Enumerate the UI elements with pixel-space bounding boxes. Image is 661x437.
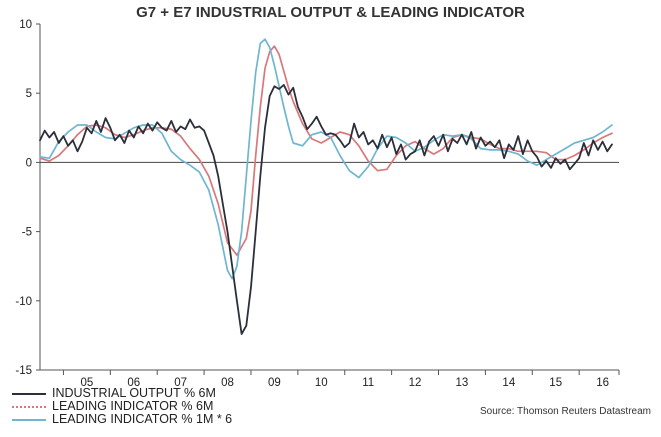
x-tick-label: 10	[315, 377, 328, 389]
source-note: Source: Thomson Reuters Datastream	[479, 406, 651, 417]
x-tick-label: 05	[80, 377, 93, 389]
legend-swatch-industrial-output	[12, 392, 46, 395]
x-tick-label: 14	[502, 377, 515, 389]
legend-swatch-leading-indicator-6m	[12, 405, 46, 408]
y-tick-label: -15	[15, 365, 32, 377]
axes: 10 5 0 -5 -10 -15 05 06 07 08 09 10 11 12 13 14 15 16	[15, 19, 620, 389]
x-tick-label: 07	[174, 377, 187, 389]
chart-title: G7 + E7 INDUSTRIAL OUTPUT & LEADING INDI…	[136, 4, 525, 21]
legend-item-leading-indicator-6m: LEADING INDICATOR % 6M	[12, 400, 232, 413]
x-tick-label: 15	[549, 377, 562, 389]
y-tick-label: 0	[26, 157, 32, 169]
legend-label-industrial-output: INDUSTRIAL OUTPUT % 6M	[52, 386, 216, 400]
x-tick-label: 11	[362, 377, 374, 389]
y-tick-label: -5	[22, 227, 32, 239]
y-tick-label: -10	[15, 296, 32, 308]
x-tick-label: 06	[127, 377, 140, 389]
legend-swatch-leading-indicator-1m	[12, 418, 46, 421]
legend-label-leading-indicator-6m: LEADING INDICATOR % 6M	[52, 399, 214, 413]
x-tick-label: 16	[596, 377, 609, 389]
series-group	[39, 38, 613, 335]
legend-item-industrial-output: INDUSTRIAL OUTPUT % 6M	[12, 387, 232, 400]
legend-label-leading-indicator-1m: LEADING INDICATOR % 1M * 6	[52, 412, 233, 426]
x-tick-label: 13	[456, 377, 469, 389]
legend: INDUSTRIAL OUTPUT % 6M LEADING INDICATOR…	[12, 387, 232, 426]
y-tick-label: 5	[26, 88, 32, 100]
series-line-industrial-output	[39, 84, 613, 335]
series-line-leading-indicator-1m	[39, 38, 613, 280]
x-tick-label: 08	[221, 377, 234, 389]
x-tick-label: 12	[409, 377, 422, 389]
series-line-leading-indicator-6m	[39, 45, 613, 256]
y-tick-label: 10	[19, 19, 32, 31]
legend-item-leading-indicator-1m: LEADING INDICATOR % 1M * 6	[12, 413, 232, 426]
x-tick-label: 09	[268, 377, 281, 389]
